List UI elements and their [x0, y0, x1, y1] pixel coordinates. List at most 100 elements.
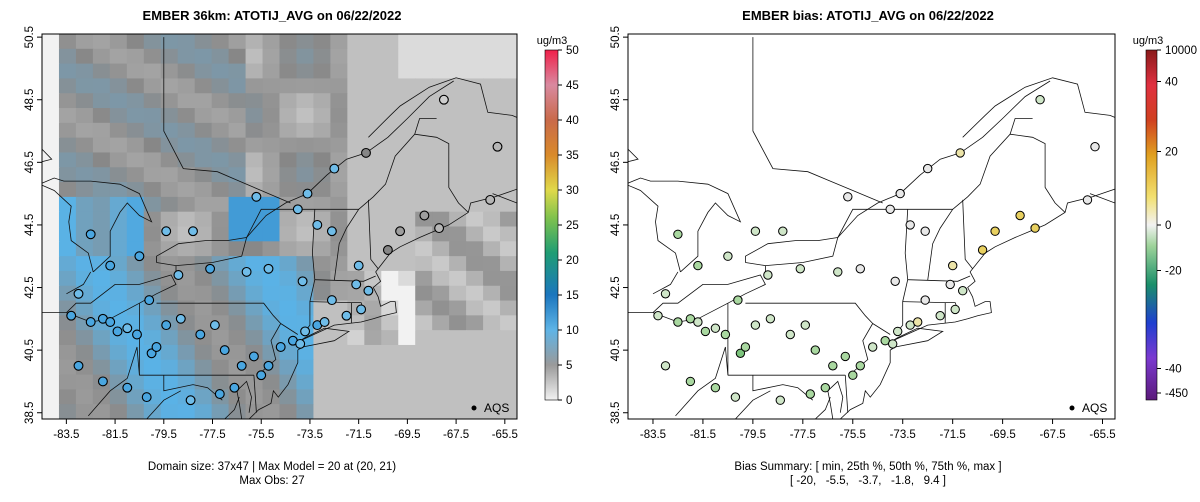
model-grid-cell	[160, 256, 179, 272]
colorbar-tick-label: 20	[1165, 147, 1178, 159]
model-grid-cell	[177, 359, 196, 376]
model-grid-cell	[500, 344, 517, 361]
left-y-axis: 38.5 40.5 42.5 44.5 46.5 48.5 50.5	[24, 26, 42, 424]
x-tick-label: -65.5	[492, 429, 518, 441]
model-grid-cell	[279, 404, 298, 419]
model-grid-cell	[483, 78, 501, 94]
model-grid-cell	[466, 211, 484, 228]
bias-point	[763, 270, 773, 280]
model-grid-cell	[143, 152, 162, 168]
bias-point	[785, 329, 795, 340]
model-grid-cell	[211, 359, 230, 376]
map-boundary-line	[872, 323, 891, 335]
model-grid-cell	[160, 167, 179, 183]
bias-point	[765, 314, 776, 324]
bias-point	[653, 311, 663, 321]
model-grid-cell	[296, 389, 315, 405]
bias-point	[920, 226, 930, 236]
bias-point	[750, 320, 761, 330]
model-grid-cell	[245, 108, 264, 124]
model-grid-cell	[211, 63, 230, 80]
aqs-observation-point	[105, 317, 116, 327]
model-grid-cell	[313, 182, 331, 198]
model-grid-cell	[228, 137, 247, 154]
colorbar-tick-label: 40	[566, 115, 579, 127]
map-boundary-line	[314, 275, 376, 282]
model-grid-cell	[58, 374, 77, 390]
y-tick-label: 46.5	[24, 151, 36, 173]
model-grid-cell	[143, 182, 162, 198]
model-grid-cell	[211, 182, 230, 198]
model-grid-cell	[143, 93, 162, 109]
model-grid-cell	[398, 182, 416, 198]
model-grid-cell	[279, 152, 298, 168]
model-grid-cell	[109, 270, 128, 287]
model-grid-cell	[177, 196, 196, 213]
model-grid-cell	[109, 389, 128, 405]
model-grid-cell	[483, 285, 501, 302]
aqs-observation-point	[161, 226, 172, 237]
bias-point	[893, 326, 903, 337]
bias-point	[685, 376, 696, 387]
model-grid-cell	[262, 34, 281, 50]
model-grid-cell	[228, 196, 247, 213]
model-grid-cell	[109, 344, 128, 361]
model-grid-cell	[483, 256, 501, 272]
model-grid-cell	[313, 196, 331, 213]
left-colorbar-ticks: 0 5 10 15 20 25 30 35 40 45 50	[558, 45, 579, 407]
model-grid-cell	[449, 226, 467, 242]
model-grid-cell	[364, 241, 382, 257]
model-grid-cell	[313, 285, 331, 302]
model-grid-cell	[449, 63, 467, 80]
model-grid-cell	[194, 285, 213, 302]
model-grid-cell	[211, 48, 230, 65]
x-tick-label: -69.5	[990, 429, 1016, 441]
model-grid-cell	[415, 196, 433, 213]
model-grid-cell	[245, 285, 264, 302]
model-grid-cell	[42, 344, 60, 361]
model-grid-cell	[245, 63, 264, 80]
model-grid-cell	[143, 404, 162, 419]
model-grid-cell	[398, 344, 416, 361]
model-grid-cell	[449, 93, 467, 109]
model-grid-cell	[364, 167, 382, 183]
model-grid-cell	[143, 34, 162, 50]
model-grid-cell	[42, 167, 60, 183]
model-grid-cell	[42, 152, 60, 168]
y-tick-label: 50.5	[24, 26, 36, 48]
model-grid-cell	[449, 285, 467, 302]
model-grid-cell	[313, 300, 331, 316]
colorbar-tick-label: 5	[566, 360, 572, 372]
model-grid-cell	[177, 152, 196, 168]
model-grid-cell	[398, 196, 416, 213]
model-grid-cell	[126, 359, 145, 376]
model-grid-cell	[279, 389, 298, 405]
model-grid-cell	[415, 63, 433, 80]
model-grid-cell	[126, 285, 145, 302]
aqs-observation-point	[134, 251, 145, 262]
model-grid-cell	[160, 152, 179, 168]
colorbar-tick-label: 25	[566, 220, 579, 232]
aqs-observation-point	[112, 326, 123, 337]
model-grid-cell	[500, 93, 517, 109]
model-grid-cell	[381, 226, 399, 242]
bias-point	[700, 326, 711, 337]
map-boundary-line	[156, 302, 281, 324]
left-plot: -83.5 -81.5 -79.5 -77.5 -75.5 -73.5 -71.5 -69.5…	[24, 26, 518, 487]
aqs-observation-point	[122, 323, 133, 334]
bias-point	[820, 383, 830, 393]
model-concentration-field	[42, 34, 517, 419]
model-grid-cell	[279, 256, 298, 272]
model-grid-cell	[92, 63, 111, 80]
model-grid-cell	[466, 182, 484, 198]
model-grid-cell	[432, 315, 450, 331]
model-grid-cell	[109, 137, 128, 154]
model-grid-cell	[432, 404, 450, 419]
bias-point	[890, 276, 900, 286]
model-grid-cell	[177, 108, 196, 124]
model-grid-cell	[92, 344, 111, 361]
model-grid-cell	[347, 93, 365, 109]
aqs-observation-point	[175, 313, 186, 324]
model-grid-cell	[228, 34, 247, 50]
x-tick-label: -73.5	[890, 429, 916, 441]
